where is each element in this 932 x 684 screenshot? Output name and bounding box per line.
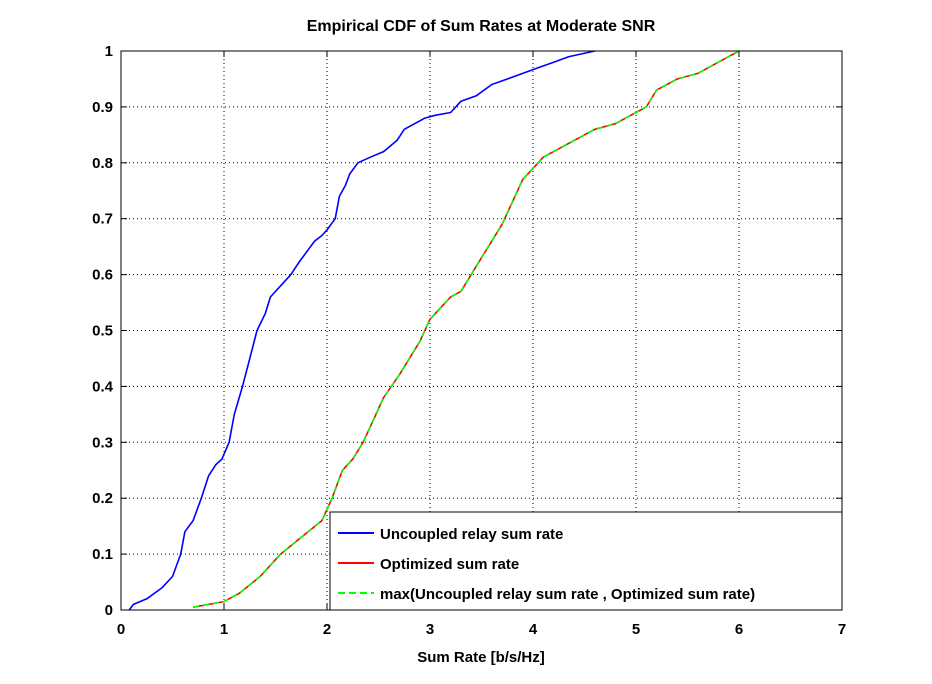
series-uncoupled-line	[128, 50, 595, 611]
x-tick-label: 6	[735, 621, 743, 638]
y-tick-label: 0.4	[92, 378, 114, 395]
series-max-line	[192, 50, 740, 608]
y-tick-label: 0.3	[92, 434, 113, 451]
y-tick-label: 0.5	[92, 323, 113, 340]
y-tick-label: 0.9	[92, 99, 113, 116]
y-tick-label: 0.6	[92, 267, 113, 284]
x-tick-label: 5	[632, 621, 640, 638]
legend-label-optimized: Optimized sum rate	[380, 556, 519, 573]
x-tick-label: 0	[117, 621, 125, 638]
y-tick-label: 0.7	[92, 211, 113, 228]
y-tick-label: 0	[105, 602, 113, 619]
series-lines	[128, 50, 740, 611]
axis-ticks: 0 1 2 3 4 5 6 7 0 0.1 0.2 0.3 0.4 0.5 0.6 0.7 0.8 0.9 1	[92, 43, 846, 638]
x-tick-label: 1	[220, 621, 228, 638]
grid-lines	[121, 51, 842, 610]
x-axis-label: Sum Rate [b/s/Hz]	[417, 649, 545, 666]
y-tick-label: 1	[105, 43, 113, 60]
y-tick-label: 0.8	[92, 155, 113, 172]
x-tick-label: 2	[323, 621, 331, 638]
x-tick-label: 4	[529, 621, 538, 638]
x-tick-label: 3	[426, 621, 434, 638]
x-tick-label: 7	[838, 621, 846, 638]
legend: Uncoupled relay sum rate Optimized sum r…	[329, 511, 843, 611]
y-tick-label: 0.1	[92, 546, 113, 563]
chart-title: Empirical CDF of Sum Rates at Moderate S…	[307, 18, 656, 35]
y-tick-label: 0.2	[92, 490, 113, 507]
legend-label-max: max(Uncoupled relay sum rate , Optimized…	[380, 586, 755, 603]
legend-label-uncoupled: Uncoupled relay sum rate	[380, 526, 563, 543]
legend-box	[329, 511, 843, 611]
